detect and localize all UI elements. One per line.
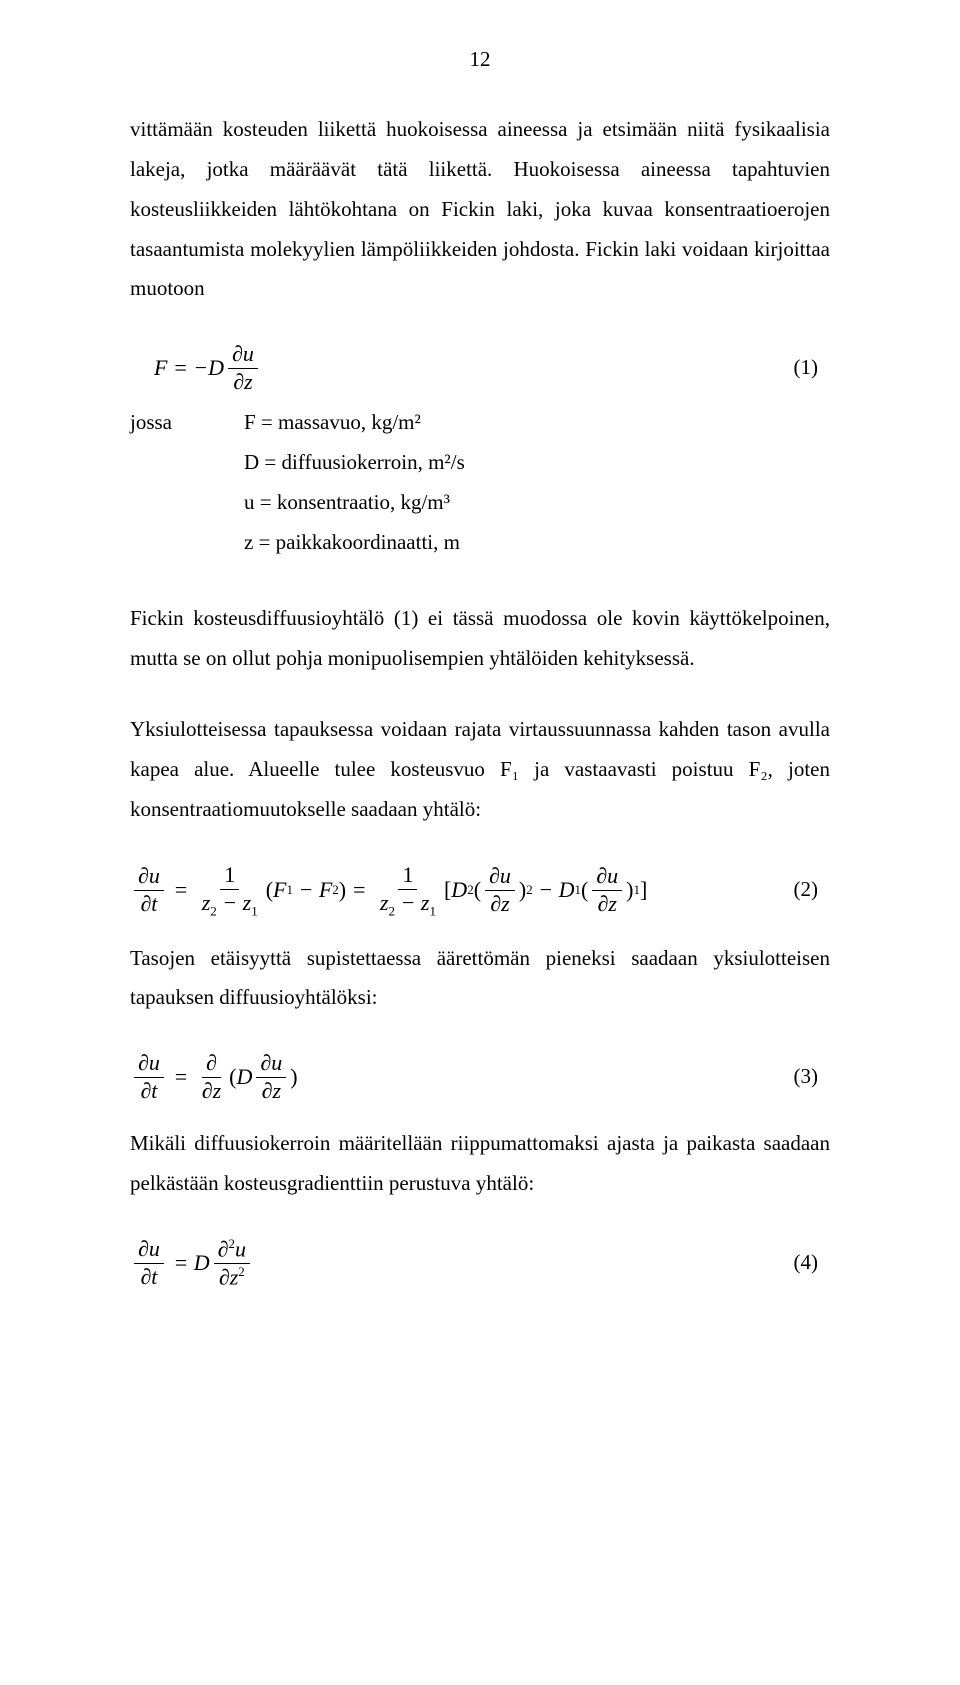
equation-4-block: ∂u ∂t = D ∂2u ∂z2 (4): [130, 1236, 830, 1290]
equation-3-number: (3): [794, 1057, 831, 1097]
equation-4-number: (4): [794, 1243, 831, 1283]
where-def-u: u = konsentraatio, kg/m³: [244, 483, 830, 523]
equation-2-number: (2): [794, 870, 831, 910]
equation-2: ∂u ∂t = 1 z2 − z1 (F1 − F2) = 1 z2 − z1 …: [130, 862, 830, 918]
equation-2-expr: ∂u ∂t = 1 z2 − z1 (F1 − F2) = 1 z2 − z1 …: [130, 862, 647, 918]
equation-4: ∂u ∂t = D ∂2u ∂z2 (4): [130, 1236, 830, 1290]
where-def-F: F = massavuo, kg/m²: [244, 403, 830, 443]
page: 12 vittämään kosteuden liikettä huokoise…: [0, 0, 960, 1685]
equation-2-block: ∂u ∂t = 1 z2 − z1 (F1 − F2) = 1 z2 − z1 …: [130, 862, 830, 918]
where-def-D: D = diffuusiokerroin, m²/s: [244, 443, 830, 483]
equation-1-number: (1): [794, 348, 831, 388]
paragraph-fick-note: Fickin kosteusdiffuusioyhtälö (1) ei täs…: [130, 599, 830, 679]
equation-4-expr: ∂u ∂t = D ∂2u ∂z2: [130, 1236, 254, 1290]
paragraph-constant-D: Mikäli diffuusiokerroin määritellään rii…: [130, 1124, 830, 1204]
where-block: jossa F = massavuo, kg/m² D = diffuusiok…: [130, 403, 830, 563]
paragraph-limit: Tasojen etäisyyttä supistettaessa äärett…: [130, 939, 830, 1019]
equation-3-block: ∂u ∂t = ∂ ∂z (D ∂u ∂z ) (3): [130, 1050, 830, 1104]
where-defs: F = massavuo, kg/m² D = diffuusiokerroin…: [244, 403, 830, 563]
equation-3-expr: ∂u ∂t = ∂ ∂z (D ∂u ∂z ): [130, 1050, 298, 1104]
paragraph-1d-case: Yksiulotteisessa tapauksessa voidaan raj…: [130, 710, 830, 830]
where-label: jossa: [130, 403, 220, 563]
equation-1-block: F = −D ∂u ∂z (1) jossa F = massavuo, kg/…: [130, 341, 830, 562]
where-def-z: z = paikkakoordinaatti, m: [244, 523, 830, 563]
paragraph-intro: vittämään kosteuden liikettä huokoisessa…: [130, 110, 830, 309]
page-number: 12: [130, 40, 830, 80]
equation-3: ∂u ∂t = ∂ ∂z (D ∂u ∂z ) (3): [130, 1050, 830, 1104]
equation-1: F = −D ∂u ∂z (1): [130, 341, 830, 395]
equation-1-expr: F = −D ∂u ∂z: [130, 341, 262, 395]
